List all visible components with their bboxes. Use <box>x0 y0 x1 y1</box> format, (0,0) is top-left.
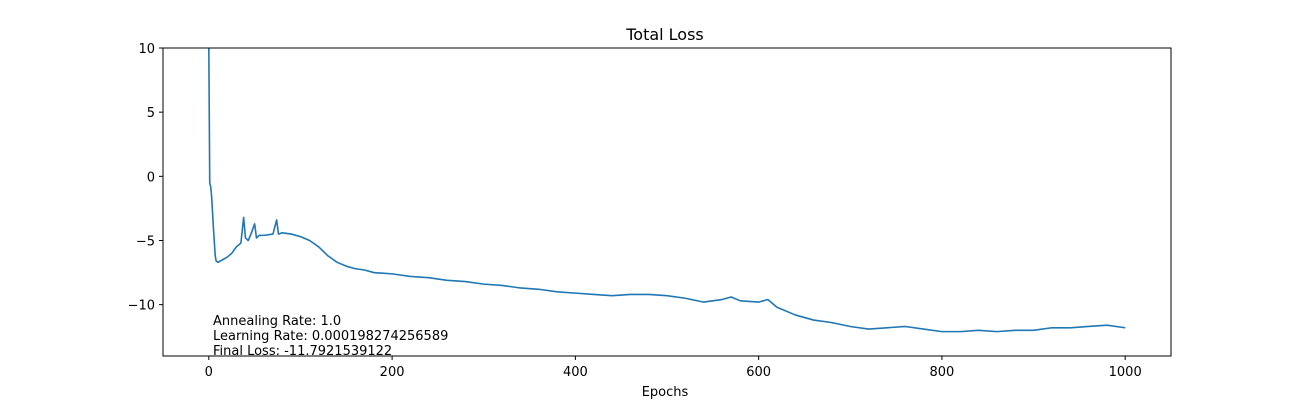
axes-frame <box>162 47 1172 357</box>
y-tick-label: −10 <box>128 299 155 314</box>
annotation-final-loss: Final Loss: -11.7921539122 <box>213 344 392 359</box>
x-axis-label: Epochs <box>642 385 689 400</box>
y-tick-label: 0 <box>147 170 155 185</box>
y-tick-label: −5 <box>136 235 155 250</box>
x-tick-label: 800 <box>929 365 954 380</box>
chart-title: Total Loss <box>625 25 704 44</box>
annotation-learning-rate: Learning Rate: 0.000198274256589 <box>213 329 448 344</box>
y-tick-label: 10 <box>138 42 155 57</box>
x-tick-label: 200 <box>380 365 405 380</box>
y-axis-ticks: −10 −5 0 5 10 <box>128 42 163 314</box>
x-axis-ticks: 0 200 400 600 800 1000 <box>205 356 1142 380</box>
series-line-0 <box>208 48 1126 333</box>
x-tick-label: 400 <box>563 365 588 380</box>
plot-area <box>162 47 1172 357</box>
y-tick-label: 5 <box>147 106 155 121</box>
x-tick-label: 600 <box>746 365 771 380</box>
x-tick-label: 1000 <box>1109 365 1142 380</box>
annotation-annealing-rate: Annealing Rate: 1.0 <box>213 314 341 329</box>
x-tick-label: 0 <box>205 365 213 380</box>
